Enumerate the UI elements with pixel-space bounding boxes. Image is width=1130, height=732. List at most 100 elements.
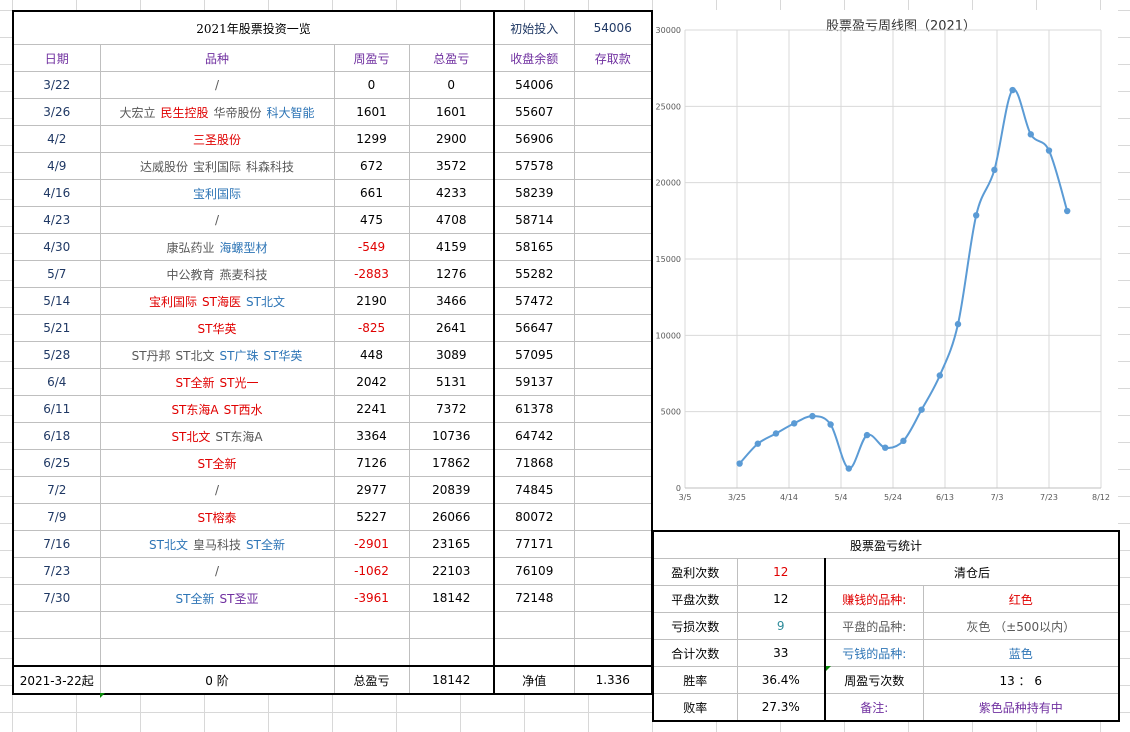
row-weekly: -1062: [333, 557, 410, 585]
sum-value: 33: [736, 639, 826, 667]
stock-name: ST西水: [223, 402, 263, 417]
row-stocks: 康弘药业 海螺型材: [99, 233, 335, 261]
win-rate-value: 36.4%: [736, 666, 826, 694]
table-row: 6/25 ST全新 7126 17862 71868: [12, 449, 653, 477]
data-point: [991, 166, 998, 174]
stock-name: 达威股份: [139, 159, 188, 174]
stock-name: 三圣股份: [192, 132, 241, 147]
row-deposit: [573, 314, 653, 342]
footer-start: 2021-3-22起: [12, 665, 101, 695]
row-date: 4/16: [12, 179, 101, 207]
stock-name: ST广珠: [219, 348, 259, 363]
row-date: 3/26: [12, 98, 101, 126]
y-tick-label: 10000: [656, 331, 681, 340]
data-point: [791, 420, 798, 427]
row-stocks: /: [99, 476, 335, 504]
y-tick-label: 25000: [656, 102, 681, 111]
row-stocks: ST丹邦 ST北文 ST广珠 ST华英: [99, 341, 335, 369]
x-tick-label: 7/3: [991, 493, 1004, 502]
row-date: 5/14: [12, 287, 101, 315]
row-stocks: ST全新 ST圣亚: [99, 584, 335, 612]
y-tick-label: 0: [676, 484, 681, 493]
empty-cell: [573, 638, 653, 667]
row-balance: 56906: [493, 125, 575, 153]
row-stocks: 宝利国际 ST海医 ST北文: [99, 287, 335, 315]
row-balance: 57095: [493, 341, 575, 369]
stock-name: 皇马科技: [192, 537, 241, 552]
row-stocks: ST北文 皇马科技 ST全新: [99, 530, 335, 558]
row-balance: 57578: [493, 152, 575, 180]
row-deposit: [573, 260, 653, 288]
row-stocks: ST华英: [99, 314, 335, 342]
x-tick-label: 6/13: [936, 493, 954, 502]
row-balance: 64742: [493, 422, 575, 450]
stats-table: 股票盈亏统计 盈利次数 12 清仓后 平盘次数 12 赚钱的品种: 红色 亏损次…: [652, 530, 1120, 722]
row-total: 4233: [408, 179, 495, 207]
data-point: [845, 465, 852, 472]
table-row: 7/30 ST全新 ST圣亚 -3961 18142 72148: [12, 584, 653, 612]
row-date: 4/23: [12, 206, 101, 234]
table-row: 7/9 ST榕泰 5227 26066 80072: [12, 503, 653, 531]
row-date: 7/23: [12, 557, 101, 585]
stock-name: ST北文: [175, 348, 215, 363]
chart-svg: 股票盈亏周线图（2021） 0 5000 10000 15000 20000 25000 30…: [656, 19, 1110, 502]
header-total: 总盈亏: [408, 44, 495, 72]
table-row: 4/2 三圣股份 1299 2900 56906: [12, 125, 653, 153]
row-stocks: 宝利国际: [99, 179, 335, 207]
stock-name: ST华英: [197, 321, 237, 336]
table-row: 5/28 ST丹邦 ST北文 ST广珠 ST华英 448 3089 57095: [12, 341, 653, 369]
row-date: 7/30: [12, 584, 101, 612]
row-balance: 58714: [493, 206, 575, 234]
sum-label: 合计次数: [652, 639, 738, 667]
empty-cell: [408, 638, 495, 667]
note-value: 紫色品种持有中: [922, 693, 1120, 722]
row-total: 1276: [408, 260, 495, 288]
loss-rate-value: 27.3%: [736, 693, 826, 722]
table-row: 5/14 宝利国际 ST海医 ST北文 2190 3466 57472: [12, 287, 653, 315]
footer-net-label: 净值: [493, 665, 575, 695]
table-row: 7/16 ST北文 皇马科技 ST全新 -2901 23165 77171: [12, 530, 653, 558]
data-point: [754, 440, 761, 447]
row-weekly: 672: [333, 152, 410, 180]
data-point: [900, 437, 907, 445]
row-weekly: -2883: [333, 260, 410, 288]
stock-name: 大宏立: [119, 105, 156, 120]
empty-cell: [99, 611, 335, 639]
header-date: 日期: [12, 44, 101, 72]
row-date: 6/18: [12, 422, 101, 450]
stock-name: ST全新: [175, 591, 215, 606]
stock-name: ST榕泰: [197, 510, 237, 525]
x-tick-label: 3/5: [679, 493, 692, 502]
row-deposit: [573, 503, 653, 531]
row-total: 18142: [408, 584, 495, 612]
row-total: 17862: [408, 449, 495, 477]
row-deposit: [573, 125, 653, 153]
stock-name: ST海医: [202, 294, 241, 309]
row-total: 3089: [408, 341, 495, 369]
row-total: 26066: [408, 503, 495, 531]
row-total: 10736: [408, 422, 495, 450]
row-weekly: 7126: [333, 449, 410, 477]
table-row: 3/22/0 0 54006: [12, 71, 653, 99]
stock-name: 科大智能: [266, 105, 315, 120]
row-date: 4/30: [12, 233, 101, 261]
row-total: 3572: [408, 152, 495, 180]
row-balance: 55282: [493, 260, 575, 288]
data-point: [827, 421, 834, 428]
row-deposit: [573, 206, 653, 234]
stock-name: ST全新: [197, 456, 237, 471]
empty-cell: [12, 638, 101, 667]
header-weekly: 周盈亏: [333, 44, 410, 72]
row-date: 3/22: [12, 71, 101, 99]
earn-label: 赚钱的品种:: [824, 585, 924, 613]
row-deposit: [573, 71, 653, 99]
row-date: 4/9: [12, 152, 101, 180]
stock-name: ST北文: [246, 294, 285, 309]
data-point: [1064, 207, 1071, 215]
stock-name: 康弘药业: [166, 240, 215, 255]
row-balance: 74845: [493, 476, 575, 504]
row-total: 22103: [408, 557, 495, 585]
row-balance: 57472: [493, 287, 575, 315]
data-point: [1027, 131, 1034, 138]
table-row: 7/2 / 2977 20839 74845: [12, 476, 653, 504]
